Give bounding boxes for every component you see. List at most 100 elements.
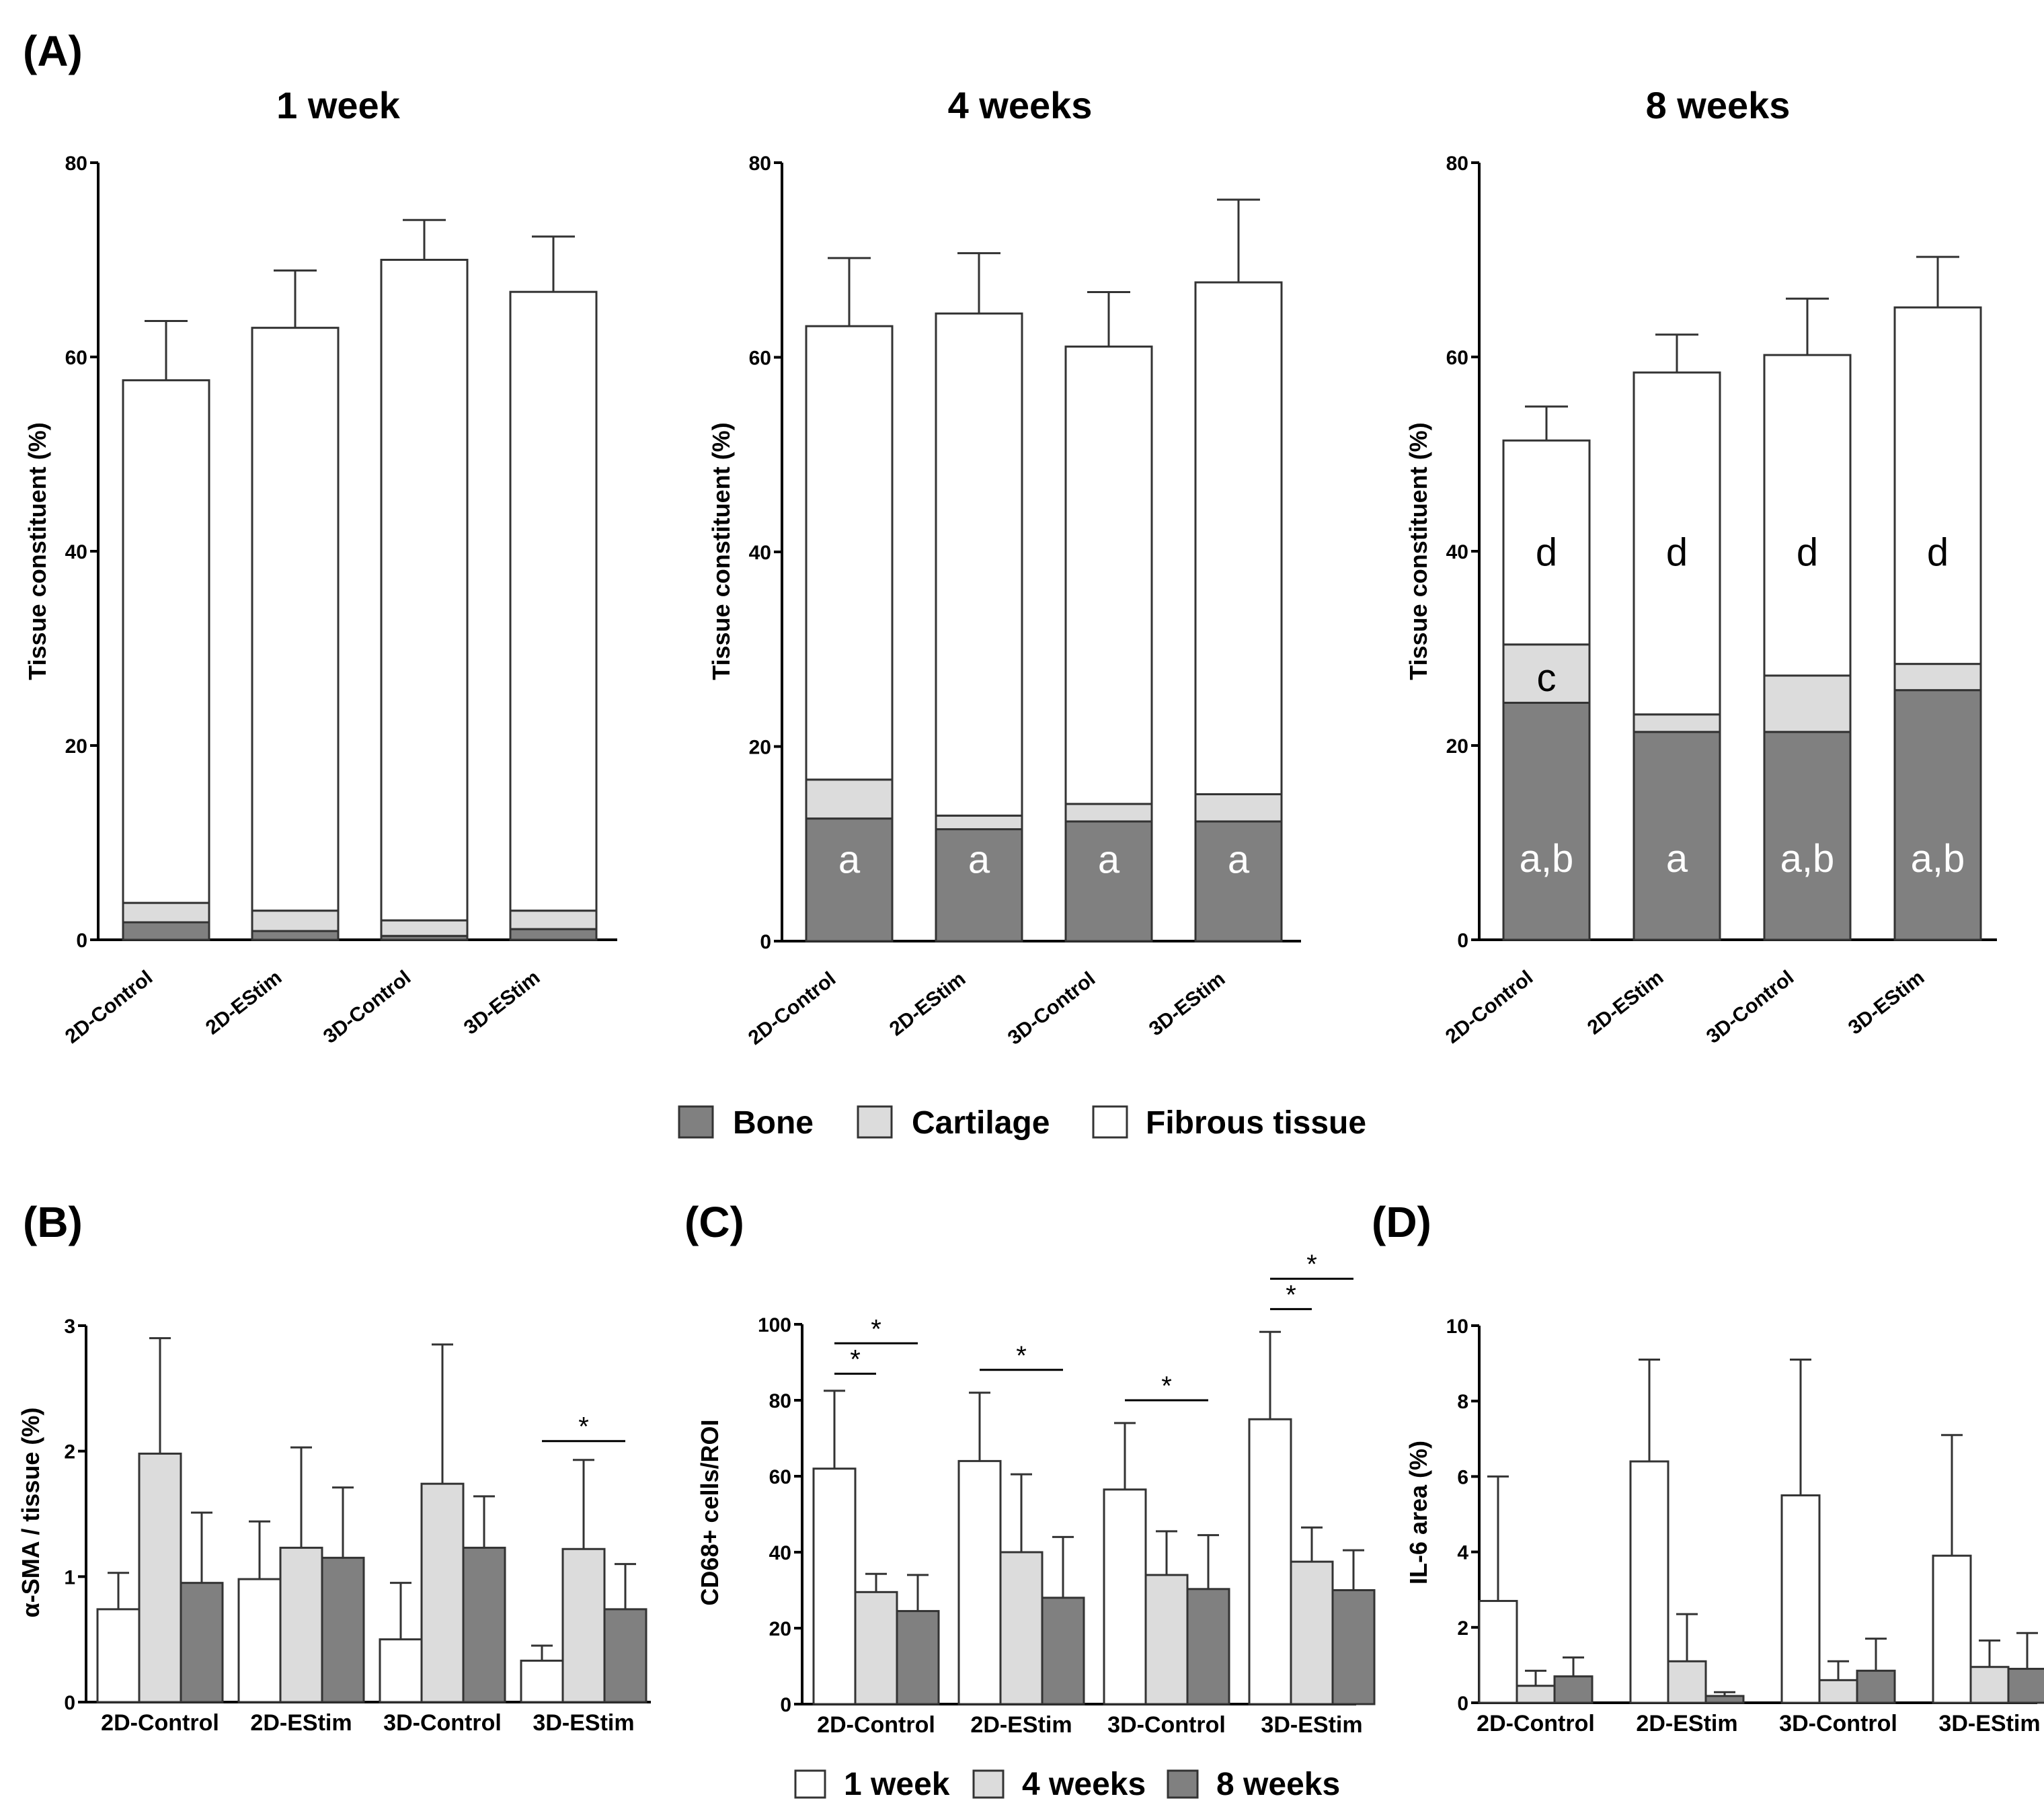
legend-a: Bone Cartilage Fibrous tissue <box>678 1105 1366 1141</box>
y-tick-label: 80 <box>65 153 87 175</box>
annotation-label: d <box>1927 531 1949 575</box>
bar-cartilage <box>1194 793 1283 823</box>
bar-cartilage <box>380 919 469 937</box>
bar-8-weeks <box>180 1582 224 1703</box>
bar-fibrous-tissue <box>1763 354 1852 677</box>
bar-cartilage <box>122 901 210 924</box>
bar-fibrous-tissue <box>1502 439 1591 646</box>
bar-1-week <box>1478 1600 1518 1704</box>
panel-label-a: (A) <box>23 27 83 75</box>
bar-cartilage <box>509 910 598 930</box>
significance-star: * <box>1161 1371 1172 1401</box>
bar-bone <box>1763 731 1852 941</box>
legend-8-weeks-swatch <box>1167 1769 1199 1799</box>
x-tick-label: 3D-EStim <box>533 1710 634 1736</box>
y-tick-label: 6 <box>1457 1466 1468 1488</box>
bar-fibrous-tissue <box>122 379 210 904</box>
panel-label-c: (C) <box>684 1198 744 1246</box>
x-tick-label: 3D-Control <box>1107 1712 1226 1738</box>
bar-bone <box>1893 689 1982 941</box>
bar-cartilage <box>1502 643 1591 704</box>
y-tick-label: 40 <box>1446 541 1468 563</box>
bar-1-week <box>957 1459 1002 1705</box>
bar-1-week <box>1103 1488 1147 1705</box>
bar-4-weeks <box>279 1546 323 1703</box>
annotation-label: a,b <box>1520 837 1574 881</box>
annotation-label: c <box>1537 656 1557 700</box>
bar-4-weeks <box>854 1591 898 1705</box>
bar-8-weeks <box>896 1610 940 1705</box>
x-tick-label: 3D-EStim <box>1261 1712 1362 1738</box>
annotation-label: a <box>968 838 990 882</box>
chart-d-il6: IL-6 area (%) 0 2 4 6 8 10 2D-Control 2D-EStim 3D… <box>1405 1316 2044 1736</box>
x-tick-label: 3D-EStim <box>1938 1711 2040 1736</box>
y-axis-label: IL-6 area (%) <box>1405 1441 1432 1584</box>
bar-4-weeks <box>138 1452 182 1703</box>
y-tick-label: 60 <box>749 348 771 370</box>
bar-1-week <box>1780 1494 1821 1704</box>
bar-fibrous-tissue <box>509 290 598 912</box>
bar-cartilage <box>251 910 340 932</box>
bar-fibrous-tissue <box>251 327 340 912</box>
y-tick-label: 60 <box>1446 347 1468 369</box>
bar-8-weeks <box>1041 1597 1085 1705</box>
annotation-label: a,b <box>1780 837 1835 881</box>
bar-cartilage <box>1763 674 1852 733</box>
bar-1-week <box>1932 1554 1972 1704</box>
significance-star: * <box>850 1344 861 1374</box>
legend-c: 1 week 4 weeks 8 weeks <box>794 1767 1340 1802</box>
bar-cartilage <box>1893 663 1982 692</box>
bar-4-weeks <box>561 1547 606 1703</box>
y-tick-label: 0 <box>1457 930 1468 952</box>
legend-1-week-swatch <box>794 1769 826 1799</box>
bar-4-weeks <box>1144 1574 1189 1705</box>
annotation-label: a <box>1228 838 1250 882</box>
y-tick-label: 20 <box>749 737 771 759</box>
annotation-label: d <box>1797 531 1818 575</box>
bar-8-weeks <box>1331 1589 1376 1705</box>
y-tick-label: 80 <box>1446 153 1468 175</box>
significance-star: * <box>1286 1280 1296 1310</box>
significance-star: * <box>1016 1341 1027 1371</box>
bar-fibrous-tissue <box>380 259 469 922</box>
x-tick-label: 3D-Control <box>1779 1711 1897 1736</box>
bar-cartilage <box>935 814 1023 831</box>
bar-1-week <box>237 1578 282 1703</box>
legend-cartilage-swatch <box>857 1105 893 1139</box>
significance-star: * <box>1306 1250 1317 1279</box>
y-tick-label: 0 <box>1457 1693 1468 1715</box>
y-tick-label: 4 <box>1457 1542 1468 1564</box>
y-tick-label: 3 <box>64 1316 75 1338</box>
x-tick-label: 2D-Control <box>1477 1711 1595 1736</box>
y-tick-label: 2 <box>64 1441 75 1463</box>
legend-8-weeks-label: 8 weeks <box>1216 1767 1340 1802</box>
legend-bone-label: Bone <box>733 1105 814 1141</box>
legend-fibrous-label: Fibrous tissue <box>1146 1105 1366 1141</box>
y-tick-label: 20 <box>1446 735 1468 758</box>
y-axis-label: CD68+ cells/ROI <box>696 1419 723 1605</box>
x-tick-label: 2D-EStim <box>970 1712 1072 1738</box>
bar-bone <box>509 928 598 941</box>
bar-1-week <box>1248 1418 1292 1705</box>
bar-4-weeks <box>1290 1560 1334 1705</box>
bar-fibrous-tissue <box>1633 371 1721 716</box>
bar-8-weeks <box>1856 1669 1896 1704</box>
bar-bone <box>1633 731 1721 941</box>
legend-fibrous-swatch <box>1092 1105 1128 1139</box>
bar-1-week <box>520 1659 564 1703</box>
bar-bone <box>1194 820 1283 942</box>
annotation-label: a <box>1098 838 1120 882</box>
bar-fibrous-tissue <box>935 312 1023 817</box>
y-tick-label: 2 <box>1457 1617 1468 1640</box>
chart-c-cd68: CD68+ cells/ROI 0 20 40 60 80 100 2D-Control 2D-… <box>696 1250 1376 1738</box>
bar-1-week <box>379 1638 423 1703</box>
y-tick-label: 20 <box>65 735 87 758</box>
annotation-label: a <box>1666 837 1688 881</box>
x-tick-label: 2D-Control <box>817 1712 935 1738</box>
y-tick-label: 0 <box>780 1694 791 1716</box>
chart-title: 1 week <box>276 84 401 126</box>
panel-label-d: (D) <box>1372 1198 1431 1246</box>
bar-4-weeks <box>1969 1666 2010 1704</box>
y-tick-label: 40 <box>65 541 87 563</box>
